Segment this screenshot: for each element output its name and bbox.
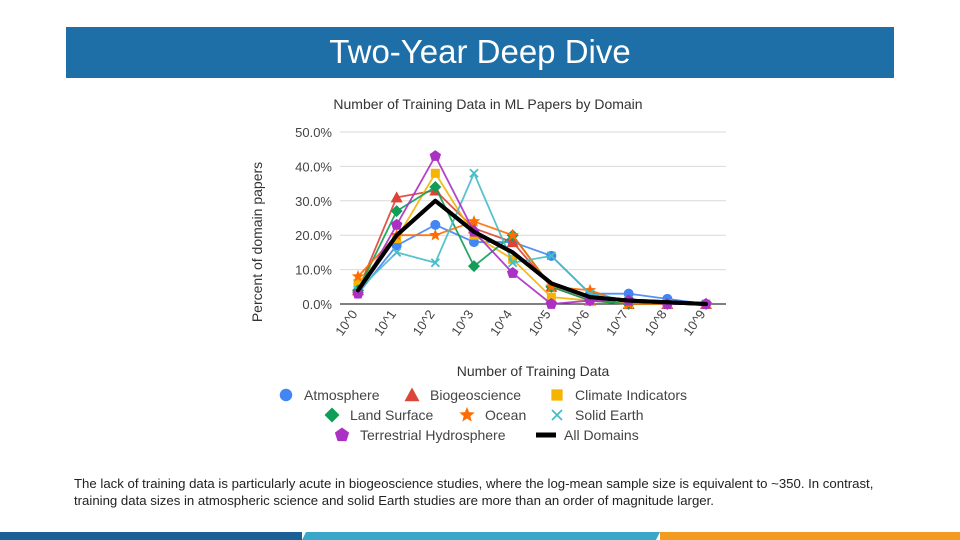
data-point-climate-indicators: [430, 168, 440, 178]
data-point-ocean: [506, 228, 519, 241]
legend-swatch-land-surface: [324, 407, 340, 423]
y-tick-label: 30.0%: [295, 194, 332, 209]
data-point-terrestrial-hydrosphere: [352, 287, 364, 299]
y-tick-label: 20.0%: [295, 228, 332, 243]
series-line-biogeoscience: [357, 189, 707, 305]
data-point-atmosphere: [623, 288, 634, 299]
x-tick-label: 10^7: [603, 307, 631, 338]
x-tick-label: 10^8: [642, 307, 670, 338]
legend-label-climate-indicators: Climate Indicators: [575, 387, 687, 403]
x-marker-stroke: [430, 258, 440, 268]
legend-label-ocean: Ocean: [485, 407, 526, 423]
y-tick-label: 10.0%: [295, 263, 332, 278]
data-point-climate-indicators: [353, 278, 363, 288]
footer-stripe-orange: [660, 532, 960, 540]
x-tick-label: 10^6: [564, 307, 592, 338]
x-tick-label: 10^5: [526, 307, 554, 338]
y-tick-label: 0.0%: [302, 297, 332, 312]
y-tick-label: 40.0%: [295, 159, 332, 174]
x-marker-stroke: [469, 168, 479, 178]
data-point-solid-earth: [508, 258, 518, 268]
x-tick-label: 10^2: [410, 307, 438, 338]
legend-swatch-climate-indicators: [551, 389, 563, 401]
x-marker-stroke: [508, 258, 518, 268]
x-marker-stroke: [551, 409, 563, 421]
legend-label-all-domains: All Domains: [564, 427, 639, 443]
data-point-terrestrial-hydrosphere: [390, 218, 403, 230]
legend-swatch-biogeoscience: [404, 387, 420, 402]
data-point-solid-earth: [546, 251, 556, 261]
data-point-solid-earth: [469, 168, 479, 178]
series-line-all-domains-overlay: [356, 198, 708, 306]
data-point-ocean: [429, 228, 442, 241]
legend-swatch-terrestrial-hydrosphere: [334, 427, 350, 442]
x-tick-label: 10^3: [448, 307, 476, 338]
series-line-terrestrial-hydrosphere: [357, 155, 707, 305]
x-tick-label: 10^0: [332, 307, 360, 338]
data-point-biogeoscience: [390, 191, 403, 203]
x-tick-label: 10^4: [487, 307, 515, 338]
legend-label-terrestrial-hydrosphere: Terrestrial Hydrosphere: [360, 427, 506, 443]
data-point-terrestrial-hydrosphere: [545, 298, 558, 309]
data-point-atmosphere: [430, 219, 441, 230]
legend-swatch-solid-earth: [551, 409, 563, 421]
footer-stripe-light-blue: [302, 532, 660, 540]
title-bar: Two-Year Deep Dive: [66, 27, 894, 78]
chart-panel: Number of Training Data in ML Papers by …: [230, 78, 746, 453]
legend-label-solid-earth: Solid Earth: [575, 407, 643, 423]
x-tick-label: 10^1: [371, 307, 399, 338]
data-point-terrestrial-hydrosphere: [429, 150, 442, 161]
series-line-land-surface: [357, 186, 707, 305]
data-point-biogeoscience: [506, 236, 519, 248]
data-point-terrestrial-hydrosphere: [506, 267, 519, 278]
data-point-climate-indicators: [508, 254, 518, 264]
legend-swatch-ocean: [459, 406, 475, 422]
data-point-ocean: [545, 280, 558, 293]
y-tick-label: 50.0%: [295, 125, 332, 140]
data-point-solid-earth: [392, 247, 402, 258]
data-point-climate-indicators: [546, 292, 556, 302]
data-point-ocean: [467, 214, 481, 227]
x-marker-stroke: [392, 247, 402, 258]
footer-stripe-dark-blue: [0, 532, 302, 540]
caption-text: The lack of training data is particularl…: [74, 476, 874, 508]
x-tick-label: 10^9: [680, 307, 708, 338]
legend-swatch-atmosphere: [279, 388, 293, 402]
x-marker-stroke: [546, 251, 556, 261]
y-axis-label: Percent of domain papers: [249, 162, 265, 322]
line-chart: Number of Training Data in ML Papers by …: [249, 96, 726, 443]
x-axis-label: Number of Training Data: [457, 363, 610, 379]
series-line-ocean: [357, 220, 707, 305]
data-point-land-surface: [390, 205, 403, 218]
data-point-land-surface: [468, 260, 480, 273]
data-point-ocean: [351, 269, 365, 282]
chart-title: Number of Training Data in ML Papers by …: [333, 96, 642, 112]
data-point-ocean: [583, 283, 597, 296]
legend-label-atmosphere: Atmosphere: [304, 387, 380, 403]
slide-title: Two-Year Deep Dive: [329, 33, 631, 70]
legend-label-land-surface: Land Surface: [350, 407, 433, 423]
data-point-solid-earth: [430, 258, 440, 268]
legend-label-biogeoscience: Biogeoscience: [430, 387, 521, 403]
data-point-land-surface: [429, 181, 442, 194]
